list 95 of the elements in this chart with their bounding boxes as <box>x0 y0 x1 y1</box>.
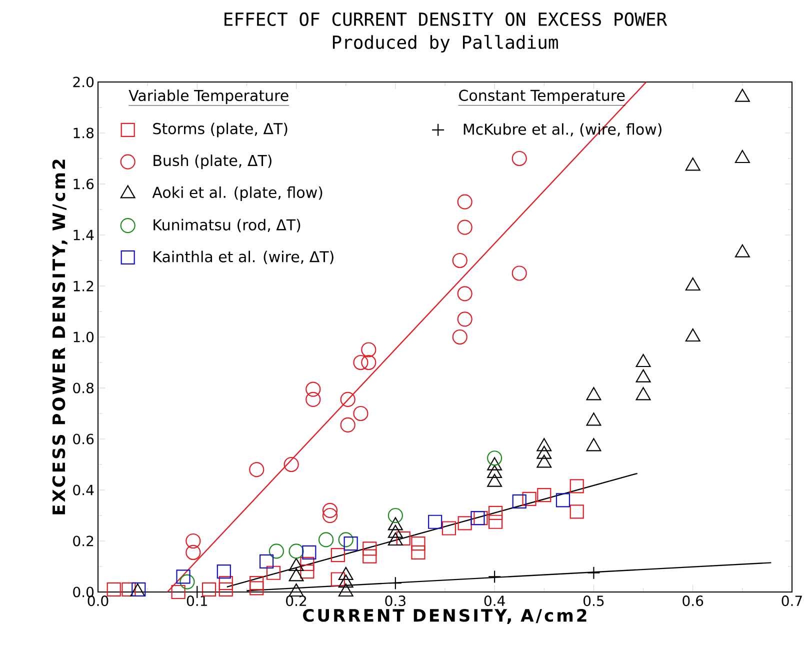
point <box>218 582 233 596</box>
point <box>537 488 552 502</box>
point <box>396 531 410 546</box>
y-tick-label: 0.4 <box>73 484 94 496</box>
point <box>488 506 503 520</box>
point <box>353 406 368 422</box>
point <box>587 566 600 580</box>
point <box>176 570 190 584</box>
legend-label: Bush (plate, ΔT) <box>154 154 272 170</box>
chart-title: EFFECT OF CURRENT DENSITY ON EXCESS POWER <box>224 12 668 26</box>
legend-label: Kunimatsu (rod, ΔT) <box>154 218 300 232</box>
point <box>457 220 472 235</box>
point <box>362 549 377 564</box>
y-tick-label: 0.6 <box>73 434 94 444</box>
y-tick-label: 1.0 <box>74 332 94 342</box>
point <box>284 456 299 472</box>
point <box>457 194 472 210</box>
point <box>180 574 195 590</box>
point <box>512 494 526 509</box>
y-tick-label: 1.4 <box>74 230 94 240</box>
x-tick-label: 0.3 <box>385 596 406 606</box>
annotation: Constant Temperature <box>459 90 625 104</box>
x-tick-label: 0.5 <box>584 596 604 606</box>
point <box>353 354 368 370</box>
point <box>488 514 503 529</box>
point <box>202 582 216 596</box>
point <box>488 570 502 584</box>
point <box>556 493 570 508</box>
point <box>300 556 314 571</box>
point <box>340 417 356 433</box>
point <box>330 572 345 586</box>
x-tick-label: 0.7 <box>782 596 802 606</box>
point <box>171 584 186 600</box>
point <box>570 504 584 519</box>
x-axis-title: CURRENT DENSITY, A/cm2 <box>303 608 586 624</box>
y-tick-label: 1.2 <box>74 280 94 292</box>
point <box>302 545 316 560</box>
point <box>322 502 338 518</box>
point <box>340 392 356 408</box>
point <box>411 545 426 560</box>
point <box>512 266 527 281</box>
y-tick-label: 0.2 <box>73 536 94 546</box>
point <box>570 479 584 494</box>
point <box>250 576 264 590</box>
point <box>259 554 274 568</box>
point <box>338 532 354 548</box>
point <box>330 548 345 562</box>
y-tick-label: 2.0 <box>73 76 94 88</box>
point <box>306 382 321 397</box>
point <box>487 450 502 466</box>
point <box>344 536 358 551</box>
point <box>288 544 304 559</box>
point <box>428 514 442 529</box>
point <box>361 354 376 370</box>
point <box>388 576 402 590</box>
point <box>266 566 281 580</box>
point <box>452 329 468 345</box>
y-tick-label: 0.0 <box>73 586 94 598</box>
point <box>249 462 264 478</box>
point <box>512 150 527 166</box>
point <box>250 581 264 596</box>
legend-label: Kainthla et al. (wire, ΔT) <box>154 250 334 264</box>
legend-label: Aoki et al. (plate, flow) <box>152 186 322 201</box>
point <box>442 521 456 536</box>
point <box>388 508 403 524</box>
y-tick-label: 0.8 <box>73 382 94 394</box>
y-tick-label: 1.8 <box>74 128 94 138</box>
point <box>470 511 485 526</box>
point <box>522 492 536 506</box>
point <box>361 342 376 358</box>
point <box>218 576 233 590</box>
legend-label: Storms (plate, ΔT) <box>153 122 288 138</box>
point <box>322 508 338 524</box>
point <box>457 312 472 327</box>
y-axis-title: EXCESS POWER DENSITY, W/cm2 <box>52 160 68 514</box>
point <box>186 544 201 560</box>
x-tick-label: 0.4 <box>484 596 505 606</box>
point <box>106 582 121 596</box>
chart-subtitle: Produced by Palladium <box>332 34 558 53</box>
y-tick-label: 1.6 <box>74 178 94 190</box>
point <box>306 392 321 408</box>
point <box>457 286 472 302</box>
point <box>300 564 314 579</box>
point <box>362 542 377 556</box>
point <box>268 544 284 559</box>
x-tick-label: 0.6 <box>682 596 704 606</box>
point <box>411 536 426 551</box>
point <box>452 252 468 268</box>
point <box>216 564 231 579</box>
x-tick-label: 0.1 <box>186 596 207 606</box>
point <box>318 532 334 548</box>
x-tick-label: 0.0 <box>88 596 108 606</box>
point <box>186 533 201 549</box>
point <box>122 582 136 596</box>
annotation: Variable Temperature <box>128 90 288 104</box>
